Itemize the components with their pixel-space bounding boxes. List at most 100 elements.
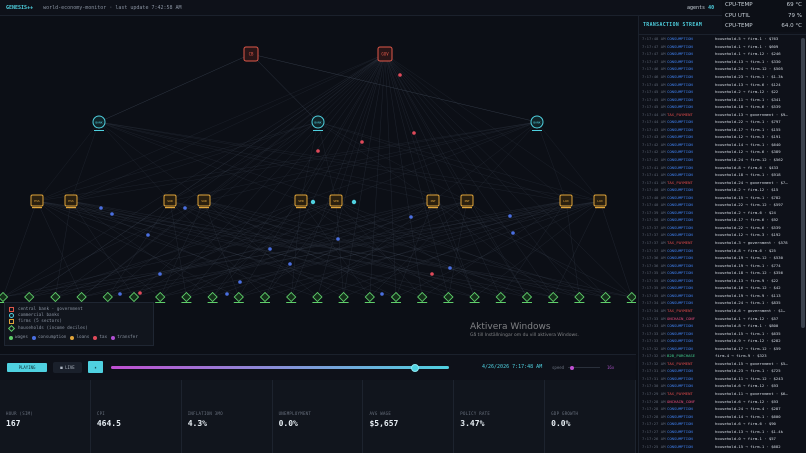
transaction-row[interactable]: 7:17:45 AM CONSUMPTION household-13 → firm…: [639, 80, 806, 88]
transaction-row[interactable]: 7:17:37 AM TAX_PAYMENT household-3 → gover…: [639, 239, 806, 247]
household-node[interactable]: [0, 291, 9, 303]
transaction-row[interactable]: 7:17:32 AM TAX_PAYMENT household-15 → gove…: [639, 360, 806, 368]
transaction-row[interactable]: 7:17:34 AM CONSUMPTION household-24 → firm…: [639, 299, 806, 307]
transaction-row[interactable]: 7:17:36 AM CONSUMPTION household-19 → firm…: [639, 261, 806, 269]
transaction-row[interactable]: 7:17:31 AM CONSUMPTION household-23 → firm…: [639, 367, 806, 375]
household-node[interactable]: [443, 291, 454, 303]
transaction-row[interactable]: 7:17:33 AM ONCHAIN_CONF household-1 → firm…: [639, 314, 806, 322]
household-node[interactable]: [521, 291, 533, 303]
transaction-row[interactable]: 7:17:32 AM B2B_PURCHASE firm-4 → firm-9 · …: [639, 352, 806, 360]
transaction-row[interactable]: 7:17:36 AM CONSUMPTION household-19 → firm…: [639, 254, 806, 262]
transaction-row[interactable]: 7:17:25 AM CONSUMPTION household-15 → firm…: [639, 443, 806, 451]
household-node[interactable]: [259, 291, 271, 303]
household-node[interactable]: [338, 291, 349, 303]
transaction-row[interactable]: 7:17:44 AM TAX_PAYMENT household-13 → gove…: [639, 110, 806, 118]
transaction-row[interactable]: 7:17:34 AM TAX_PAYMENT household-6 → gover…: [639, 307, 806, 315]
transaction-row[interactable]: 7:17:37 AM CONSUMPTION household-22 → firm…: [639, 224, 806, 232]
firm-node[interactable]: ESS: [64, 194, 78, 209]
scrollbar[interactable]: [801, 38, 805, 328]
transaction-row[interactable]: 7:17:35 AM CONSUMPTION household-19 → firm…: [639, 292, 806, 300]
transaction-row[interactable]: 7:17:38 AM CONSUMPTION household-17 → firm…: [639, 216, 806, 224]
firm-node[interactable]: SUR: [197, 194, 211, 209]
speed-handle[interactable]: [569, 365, 574, 370]
transaction-row[interactable]: 7:17:37 AM CONSUMPTION household-12 → firm…: [639, 231, 806, 239]
household-node[interactable]: [417, 291, 428, 303]
transaction-row[interactable]: 7:17:35 AM CONSUMPTION household-18 → firm…: [639, 269, 806, 277]
pause-button[interactable]: ⏸: [88, 361, 103, 373]
transaction-row[interactable]: 7:17:28 AM ONCHAIN_CONF household-6 → firm…: [639, 397, 806, 405]
transaction-row[interactable]: 7:17:32 AM CONSUMPTION household-17 → firm…: [639, 344, 806, 352]
household-node[interactable]: [600, 291, 611, 303]
transaction-row[interactable]: 7:17:42 AM CONSUMPTION household-12 → firm…: [639, 148, 806, 156]
transaction-row[interactable]: 7:17:29 AM TAX_PAYMENT household-11 → gove…: [639, 390, 806, 398]
transaction-row[interactable]: 7:17:33 AM CONSUMPTION household-15 → firm…: [639, 329, 806, 337]
household-node[interactable]: [181, 291, 192, 303]
household-node[interactable]: [364, 291, 375, 303]
household-node[interactable]: [548, 291, 559, 303]
timeline-slider[interactable]: [111, 363, 449, 372]
firm-node[interactable]: SER: [329, 194, 343, 209]
household-node[interactable]: [233, 291, 244, 303]
household-node[interactable]: [390, 291, 402, 303]
bank-node[interactable]: BANK: [530, 115, 544, 131]
transaction-row[interactable]: 7:17:42 AM CONSUMPTION household-24 → firm…: [639, 156, 806, 164]
firm-node[interactable]: INT: [460, 194, 474, 209]
household-node[interactable]: [286, 291, 297, 303]
transaction-row[interactable]: 7:17:41 AM CONSUMPTION household-18 → firm…: [639, 171, 806, 179]
transaction-row[interactable]: 7:17:40 AM CONSUMPTION household-2 → firm-…: [639, 186, 806, 194]
transaction-row[interactable]: 7:17:47 AM CONSUMPTION household-1 → firm-…: [639, 43, 806, 51]
transaction-row[interactable]: 7:17:26 AM CONSUMPTION household-0 → firm-…: [639, 435, 806, 443]
household-node[interactable]: [626, 291, 637, 303]
firm-node[interactable]: SER: [294, 194, 308, 209]
government-node[interactable]: GOV: [377, 46, 393, 62]
transaction-row[interactable]: 7:17:35 AM CONSUMPTION household-16 → firm…: [639, 284, 806, 292]
firm-node[interactable]: INT: [426, 194, 440, 209]
transaction-row[interactable]: 7:17:40 AM CONSUMPTION household-15 → firm…: [639, 193, 806, 201]
transaction-row[interactable]: 7:17:41 AM TAX_PAYMENT household-24 → gove…: [639, 178, 806, 186]
household-node[interactable]: [495, 291, 506, 303]
transaction-row[interactable]: 7:17:47 AM CONSUMPTION household-1 → firm-…: [639, 50, 806, 58]
transaction-row[interactable]: 7:17:33 AM CONSUMPTION household-8 → firm-…: [639, 322, 806, 330]
speed-slider[interactable]: [568, 365, 600, 370]
household-node[interactable]: [574, 291, 585, 303]
central-bank-node[interactable]: CB: [243, 46, 259, 62]
bank-node[interactable]: BANK: [311, 115, 325, 131]
transaction-row[interactable]: 7:17:42 AM CONSUMPTION household-14 → firm…: [639, 141, 806, 149]
transaction-row[interactable]: 7:17:46 AM CONSUMPTION household-24 → firm…: [639, 65, 806, 73]
transaction-row[interactable]: 7:17:30 AM CONSUMPTION household-6 → firm-…: [639, 382, 806, 390]
transaction-row[interactable]: 7:17:41 AM CONSUMPTION household-8 → firm-…: [639, 163, 806, 171]
household-node[interactable]: [312, 291, 323, 303]
transaction-row[interactable]: 7:17:37 AM CONSUMPTION household-8 → firm-…: [639, 246, 806, 254]
firm-node[interactable]: LUX: [593, 194, 607, 209]
transaction-row[interactable]: 7:17:45 AM CONSUMPTION household-2 → firm-…: [639, 88, 806, 96]
transaction-row[interactable]: 7:17:44 AM CONSUMPTION household-22 → firm…: [639, 118, 806, 126]
transaction-row[interactable]: 7:17:47 AM CONSUMPTION household-13 → firm…: [639, 58, 806, 66]
firm-node[interactable]: LUX: [559, 194, 573, 209]
transaction-row[interactable]: 7:17:43 AM CONSUMPTION household-12 → firm…: [639, 133, 806, 141]
network-canvas[interactable]: CB GOV BANK BANK BANK ESS ESS SUR SUR SER SER INT IN…: [0, 16, 637, 354]
timeline-handle[interactable]: [411, 363, 420, 372]
transaction-row[interactable]: 7:17:35 AM CONSUMPTION household-13 → firm…: [639, 277, 806, 285]
transaction-row[interactable]: 7:17:28 AM CONSUMPTION household-14 → firm…: [639, 412, 806, 420]
transaction-row[interactable]: 7:17:28 AM CONSUMPTION household-24 → firm…: [639, 405, 806, 413]
household-node[interactable]: [469, 291, 480, 303]
transaction-row[interactable]: 7:17:27 AM CONSUMPTION household-13 → firm…: [639, 427, 806, 435]
transaction-row[interactable]: 7:17:27 AM CONSUMPTION household-6 → firm-…: [639, 420, 806, 428]
transaction-row[interactable]: 7:17:31 AM CONSUMPTION household-11 → firm…: [639, 375, 806, 383]
household-node[interactable]: [207, 291, 218, 303]
transaction-row[interactable]: 7:17:33 AM CONSUMPTION household-9 → firm-…: [639, 337, 806, 345]
household-node[interactable]: [155, 291, 166, 303]
transaction-row[interactable]: 7:17:46 AM CONSUMPTION household-23 → firm…: [639, 73, 806, 81]
economy-network-graph[interactable]: CB GOV BANK BANK BANK ESS ESS SUR SUR SER SER INT IN…: [0, 16, 637, 354]
transaction-row[interactable]: 7:17:45 AM CONSUMPTION household-18 → firm…: [639, 103, 806, 111]
firm-node[interactable]: SUR: [163, 194, 177, 209]
transaction-row[interactable]: 7:17:43 AM CONSUMPTION household-17 → firm…: [639, 126, 806, 134]
transaction-row[interactable]: 7:17:45 AM CONSUMPTION household-11 → firm…: [639, 95, 806, 103]
playing-button[interactable]: PLAYING: [7, 363, 47, 372]
bank-node[interactable]: BANK: [92, 115, 106, 131]
firm-node[interactable]: ESS: [30, 194, 44, 209]
transaction-row[interactable]: 7:17:48 AM CONSUMPTION household-5 → firm-…: [639, 35, 806, 43]
live-button[interactable]: ■ LIVE: [53, 362, 82, 373]
transaction-row[interactable]: 7:17:39 AM CONSUMPTION household-2 → firm-…: [639, 209, 806, 217]
transaction-row[interactable]: 7:17:40 AM CONSUMPTION household-22 → firm…: [639, 201, 806, 209]
